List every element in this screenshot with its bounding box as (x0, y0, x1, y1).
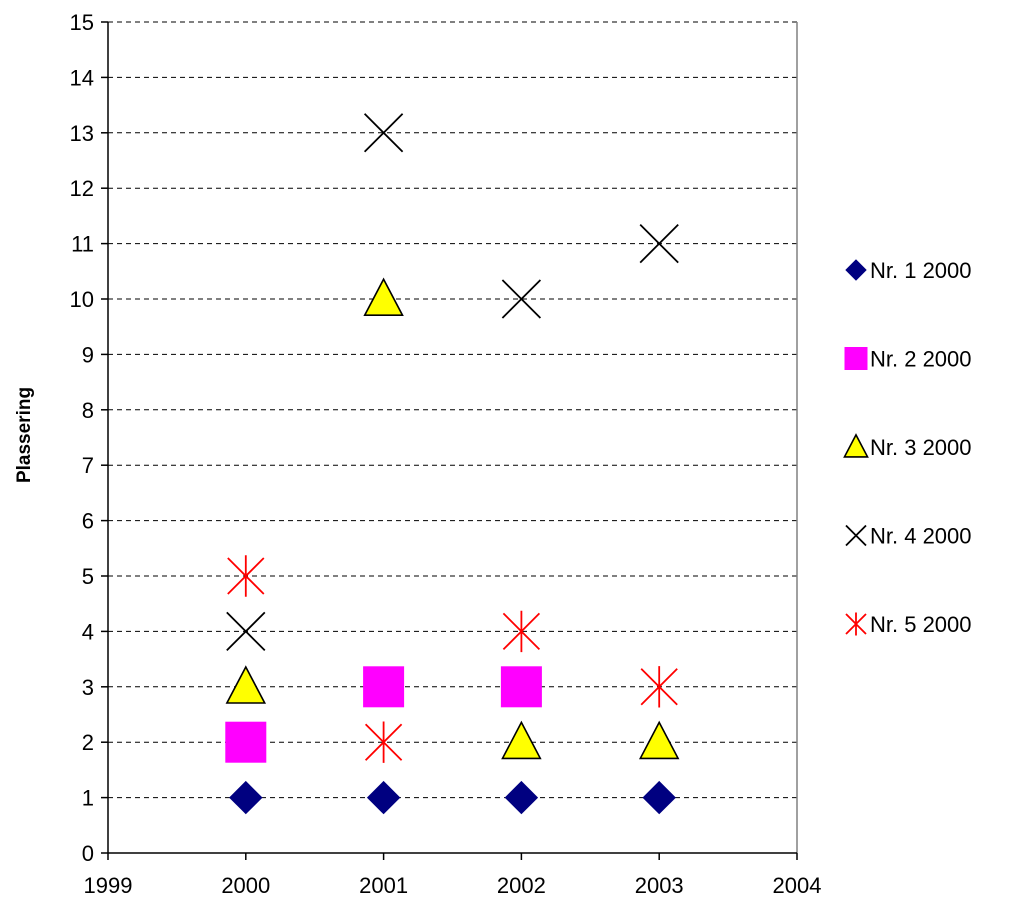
series-2 (225, 666, 542, 763)
legend-marker-1 (845, 259, 867, 281)
x-tick-label-2001: 2001 (359, 873, 408, 898)
legend-label-3: Nr. 3 2000 (870, 435, 972, 460)
data-point-series-1-2003 (642, 780, 676, 815)
data-point-series-4-2002 (501, 279, 542, 319)
y-tick-label-10: 10 (70, 287, 94, 312)
data-point-series-5-2002 (502, 610, 541, 653)
grid-lines (108, 21, 797, 799)
axes (101, 21, 798, 860)
x-tick-label-1999: 1999 (84, 873, 133, 898)
legend-label-1: Nr. 1 2000 (870, 258, 972, 283)
data-point-series-4-2001 (363, 113, 404, 153)
x-tick-label-2003: 2003 (635, 873, 684, 898)
legend-item-1: Nr. 1 2000 (845, 258, 972, 283)
data-point-series-1-2000 (229, 780, 263, 815)
data-point-series-2-2002 (500, 666, 542, 708)
legend-marker-2 (844, 347, 868, 370)
x-tick-label-2002: 2002 (497, 873, 546, 898)
y-tick-label-11: 11 (71, 232, 94, 257)
legend-item-3: Nr. 3 2000 (843, 433, 972, 460)
data-point-series-5-2003 (640, 666, 678, 708)
data-point-series-3-2003 (638, 720, 680, 760)
legend-label-4: Nr. 4 2000 (870, 524, 972, 549)
data-point-series-4-2000 (226, 611, 266, 652)
y-tick-label-6: 6 (82, 509, 94, 534)
y-tick-label-14: 14 (70, 65, 94, 90)
data-point-series-3-2001 (363, 277, 404, 317)
legend-marker-3 (843, 433, 869, 458)
y-tick-label-0: 0 (82, 841, 94, 866)
data-point-series-5-2001 (364, 721, 403, 763)
y-axis-title: Plassering (14, 387, 35, 483)
series-5 (227, 555, 678, 763)
data-point-series-4-2003 (639, 223, 679, 264)
x-tick-label-2000: 2000 (221, 873, 270, 898)
x-tick-label-2004: 2004 (773, 873, 822, 898)
data-point-series-1-2001 (366, 780, 401, 815)
legend: Nr. 1 2000 Nr. 2 2000 Nr. 3 2000 Nr. 4 2000… (843, 258, 972, 637)
y-tick-label-13: 13 (70, 121, 94, 146)
data-point-series-3-2002 (501, 720, 542, 760)
y-tick-label-7: 7 (82, 453, 94, 478)
y-tick-label-8: 8 (82, 398, 94, 423)
series-3 (225, 277, 680, 760)
y-tick-label-4: 4 (82, 619, 94, 644)
legend-item-5: Nr. 5 2000 (845, 612, 972, 637)
y-tick-label-12: 12 (70, 176, 94, 201)
y-tick-label-2: 2 (82, 730, 94, 755)
legend-label-5: Nr. 5 2000 (870, 612, 972, 637)
y-tick-label-5: 5 (82, 564, 94, 589)
data-point-series-1-2002 (504, 780, 539, 815)
data-point-series-5-2000 (227, 555, 265, 597)
data-point-series-3-2000 (225, 665, 267, 704)
legend-marker-5 (845, 612, 867, 636)
y-tick-label-3: 3 (82, 675, 94, 700)
data-point-series-2-2000 (225, 721, 267, 763)
legend-item-4: Nr. 4 2000 (845, 524, 972, 549)
legend-item-2: Nr. 2 2000 (844, 347, 972, 372)
series-1 (229, 780, 676, 815)
y-tick-label-15: 15 (70, 10, 94, 35)
legend-label-2: Nr. 2 2000 (870, 347, 972, 372)
y-tick-label-9: 9 (82, 342, 94, 367)
data-point-series-2-2001 (363, 666, 405, 708)
data-markers (225, 113, 680, 815)
legend-marker-4 (845, 524, 867, 547)
y-tick-label-1: 1 (82, 786, 94, 811)
series-4 (226, 113, 679, 652)
